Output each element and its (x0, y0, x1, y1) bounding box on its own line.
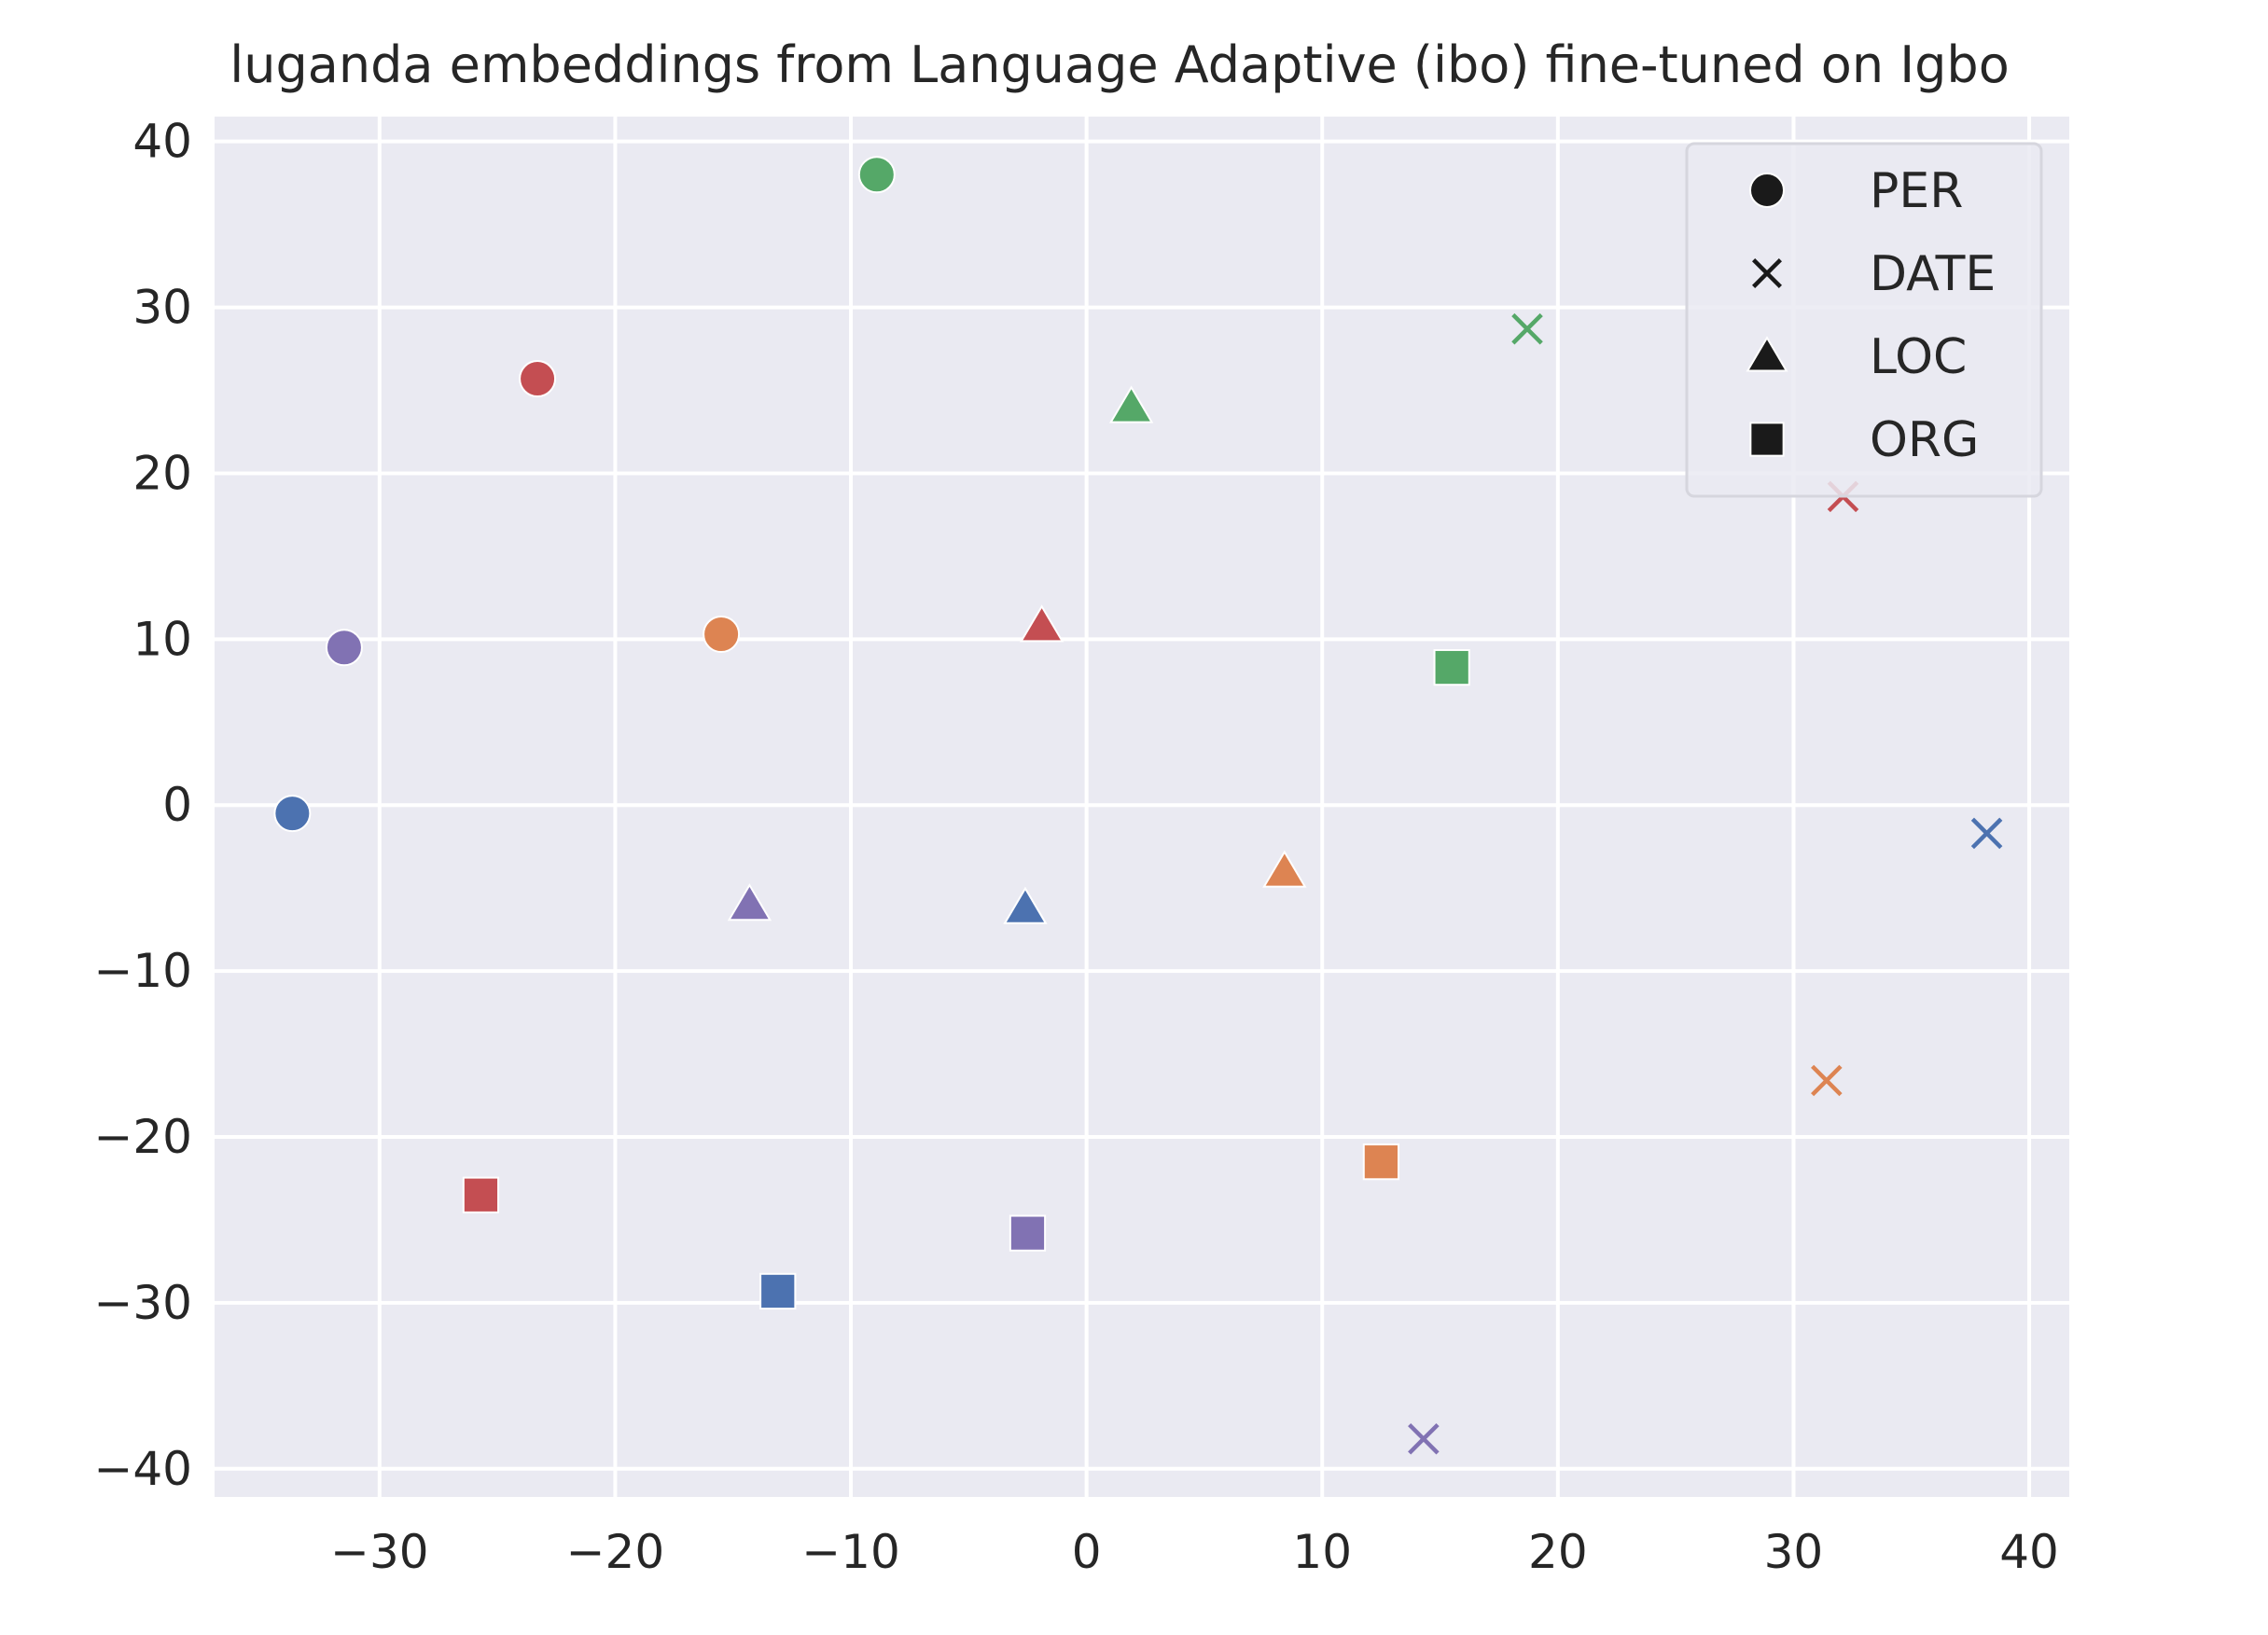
legend-label: DATE (1870, 246, 1996, 302)
legend-marker-x (1752, 258, 1782, 288)
x-tick-label: 30 (1764, 1525, 1824, 1579)
legend-box (1685, 142, 2043, 498)
legend-marker-circle (1749, 173, 1785, 208)
y-tick-label: −10 (93, 944, 192, 998)
y-tick-label: −40 (93, 1442, 192, 1496)
x-tick-label: 20 (1528, 1525, 1588, 1579)
y-tick-label: 30 (132, 281, 192, 335)
point-triangle-green (1108, 385, 1154, 423)
y-tick-label: 0 (162, 778, 192, 832)
point-triangle-purple (727, 883, 772, 921)
y-tick-label: −30 (93, 1276, 192, 1330)
chart-title: luganda embeddings from Language Adaptiv… (230, 35, 2009, 94)
point-triangle-blue (1003, 886, 1048, 924)
y-tick-label: 20 (132, 446, 192, 500)
legend-marker-square (1749, 422, 1785, 457)
point-x-green (1511, 312, 1543, 345)
y-tick-label: −20 (93, 1110, 192, 1164)
point-x-blue (1970, 817, 2003, 850)
tick-labels: −30 −20 −10 0 10 20 30 40 −40 −30 −20 −10 0 10 20 30 40 (93, 115, 2058, 1579)
point-x-orange (1811, 1064, 1843, 1097)
x-tick-label: 10 (1292, 1525, 1352, 1579)
x-tick-label: −20 (566, 1525, 665, 1579)
legend-label: ORG (1870, 412, 1979, 468)
point-circle-green (857, 156, 896, 194)
data-points (273, 156, 2003, 1455)
legend-marker-triangle (1746, 336, 1788, 372)
point-circle-red (519, 360, 557, 398)
point-circle-purple (325, 629, 363, 667)
x-tick-label: −30 (330, 1525, 429, 1579)
legend-label: LOC (1870, 329, 1967, 385)
point-triangle-red (1019, 604, 1064, 643)
point-x-purple (1408, 1422, 1440, 1455)
legend: PER DATE LOC ORG (1685, 142, 2043, 498)
x-stroke (1408, 1422, 1440, 1455)
legend-label: PER (1870, 163, 1963, 219)
point-square-blue (759, 1272, 797, 1310)
x-tick-label: 40 (1999, 1525, 2059, 1579)
y-tick-label: 40 (132, 115, 192, 169)
x-stroke (1970, 817, 2003, 850)
point-square-green (1433, 648, 1470, 686)
point-square-purple (1009, 1214, 1047, 1252)
point-square-orange (1362, 1143, 1400, 1181)
x-stroke (1752, 258, 1782, 288)
y-tick-label: 10 (132, 612, 192, 666)
point-square-red (462, 1176, 500, 1213)
point-circle-orange (703, 616, 741, 653)
x-stroke (1511, 312, 1543, 345)
x-tick-label: −10 (801, 1525, 900, 1579)
point-circle-blue (273, 795, 312, 833)
point-triangle-orange (1262, 850, 1307, 888)
x-stroke (1811, 1064, 1843, 1097)
x-tick-label: 0 (1072, 1525, 1102, 1579)
